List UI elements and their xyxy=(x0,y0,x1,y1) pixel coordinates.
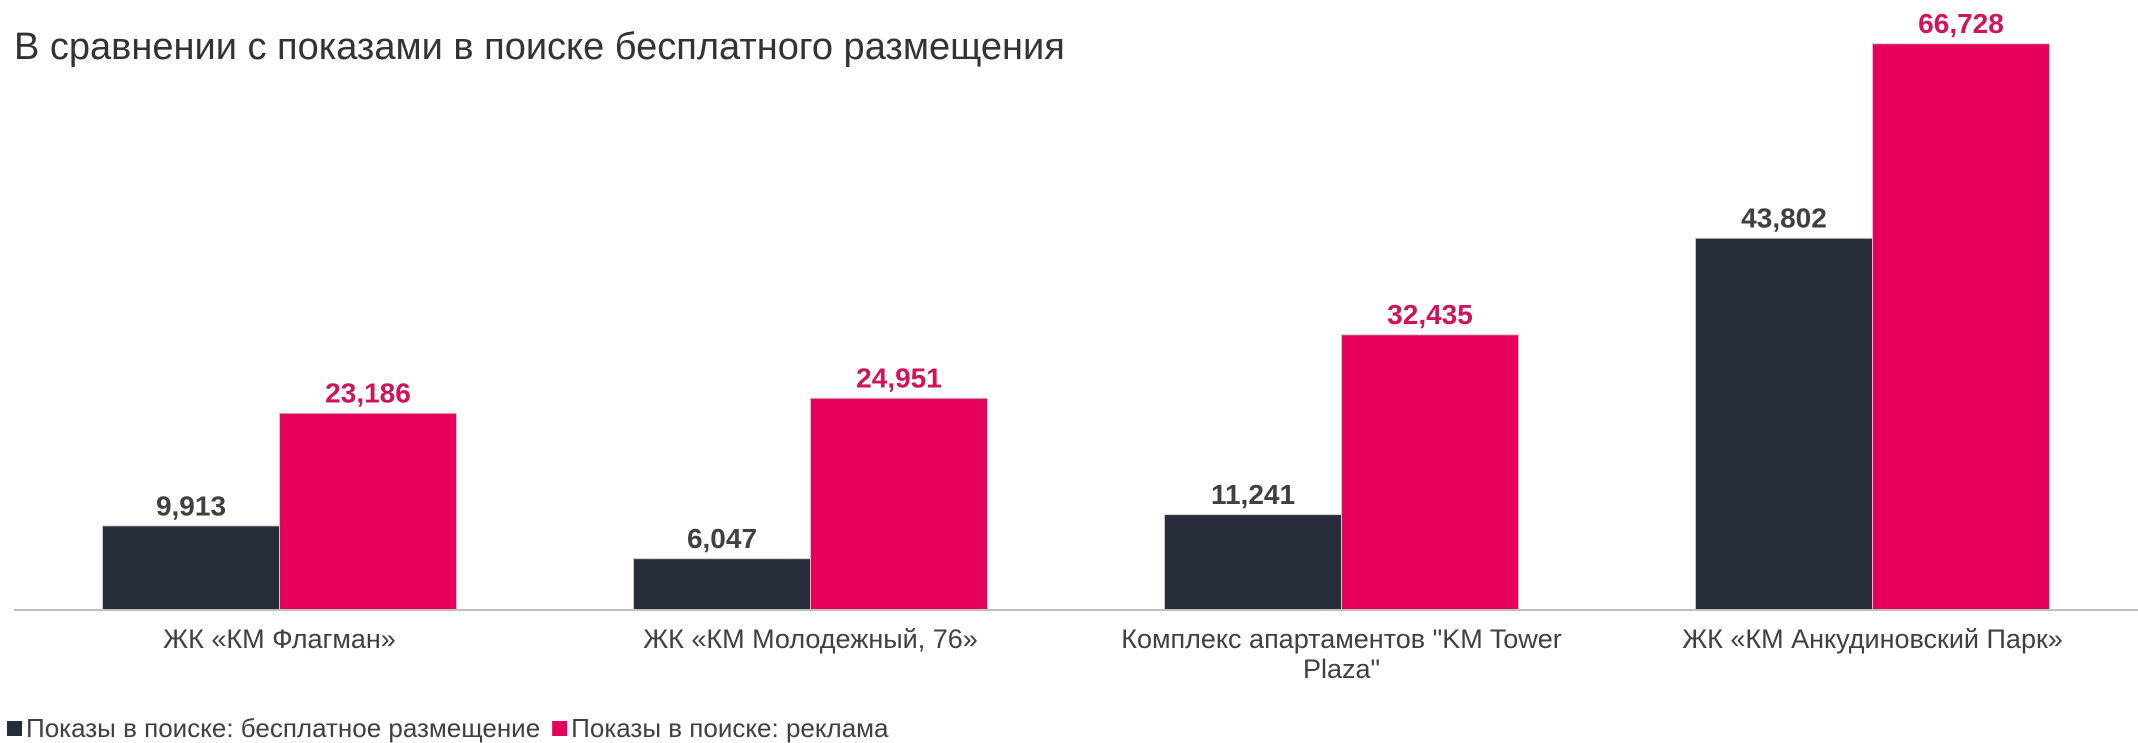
x-tick-label: ЖК «КМ Молодежный, 76» xyxy=(643,624,978,654)
bar xyxy=(1164,514,1342,611)
x-tick-label-line: Plaza" xyxy=(1303,654,1380,684)
x-tick-label: ЖК «КМ Анкудиновский Парк» xyxy=(1682,624,2063,654)
data-label: 66,728 xyxy=(1918,8,2004,39)
legend-label: Показы в поиске: реклама xyxy=(571,713,889,743)
bar xyxy=(102,525,280,611)
legend-label: Показы в поиске: бесплатное размещение xyxy=(26,713,540,743)
bar xyxy=(1872,43,2050,611)
bar xyxy=(633,558,811,611)
bar xyxy=(279,412,457,611)
bar xyxy=(1341,334,1519,611)
data-label: 43,802 xyxy=(1741,203,1827,234)
x-tick-label: ЖК «КМ Флагман» xyxy=(163,624,396,654)
bar xyxy=(1695,237,1873,611)
data-label: 9,913 xyxy=(156,490,226,521)
data-label: 11,241 xyxy=(1211,479,1295,510)
data-label: 23,186 xyxy=(325,378,411,409)
legend-swatch xyxy=(552,721,568,736)
chart-title: В сравнении с показами в поиске бесплатн… xyxy=(14,26,1065,68)
data-label: 24,951 xyxy=(856,363,942,394)
data-label: 32,435 xyxy=(1387,299,1473,330)
bar xyxy=(810,397,988,611)
x-tick-label-line: Комплекс апартаментов "KM Tower xyxy=(1121,624,1562,654)
legend-swatch xyxy=(7,721,22,736)
data-label: 6,047 xyxy=(687,523,757,554)
x-tick-label: Комплекс апартаментов "KM Tower Plaza" xyxy=(1121,624,1562,684)
